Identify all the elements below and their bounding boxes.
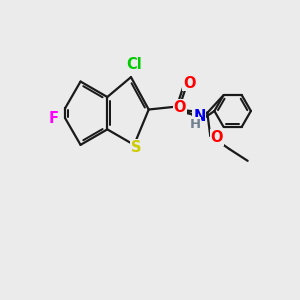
Text: S: S <box>131 140 142 155</box>
Text: O: O <box>211 130 223 145</box>
Text: F: F <box>49 111 59 126</box>
Text: Cl: Cl <box>126 57 142 72</box>
Text: O: O <box>173 100 186 115</box>
Text: H: H <box>189 118 200 131</box>
Text: N: N <box>193 110 206 124</box>
Text: O: O <box>183 76 196 91</box>
